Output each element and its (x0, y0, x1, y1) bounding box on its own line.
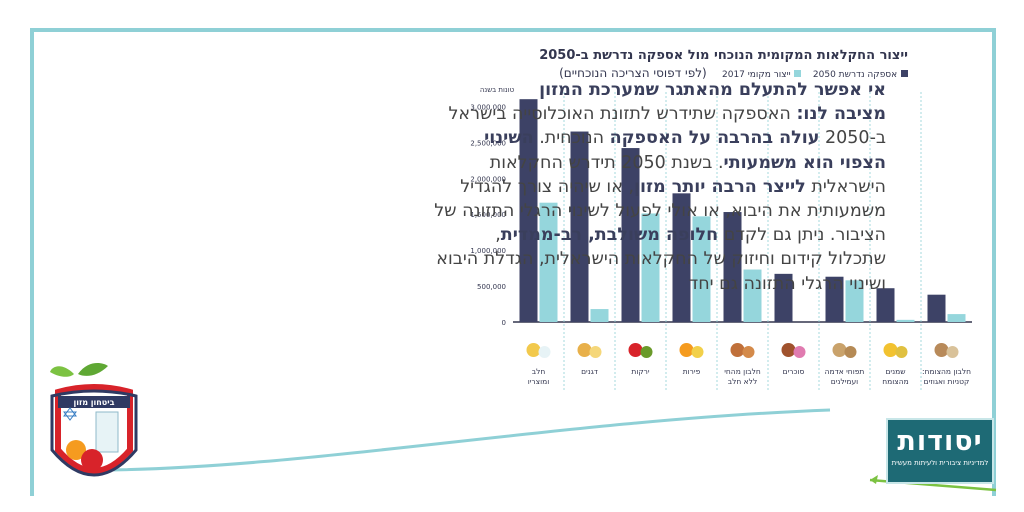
bar-2050 (621, 148, 640, 322)
potato-icon (832, 343, 857, 358)
yesodot-logo: יסודות למדיניות ציבורית ולעיתות מעשית (886, 418, 994, 484)
x-tick-label: תפוחי אדמה ועמילנים (825, 367, 865, 386)
paragraph-text-5: , שתכלול קידום וחיזוק של החקלאות הישראלי… (436, 225, 886, 294)
y-tick-label: 500,000 (477, 283, 506, 291)
bar-2017 (539, 202, 558, 322)
x-tick-label: סוכרים (783, 367, 805, 376)
legend-label-2017: ייצור מקומי 2017 (722, 70, 791, 80)
milk-cheese-icon (526, 343, 551, 358)
main-paragraph: אי אפשר להתעלם מהאתגר שמערכת המזון מציבה… (432, 78, 886, 296)
orange-icon (66, 440, 86, 460)
y-tick-label: 1,000,000 (470, 247, 506, 255)
y-tick-label: 2,000,000 (470, 175, 506, 183)
food-security-badge: ביטחון מזון (50, 363, 138, 477)
bar-2017 (743, 269, 762, 322)
legend-item-2017: ייצור מקומי 2017 (718, 66, 802, 80)
bar-2050 (774, 273, 793, 322)
y-tick-label: 0 (502, 319, 506, 327)
paragraph-text-1: האספקה שתידרש לתזונת האוכלוסייה בישראל ב… (448, 104, 886, 149)
chart-subtitle: (לפי דפוסי הצריכה הנוכחיים) (559, 66, 707, 80)
x-tick-label: חלב ומוצריו (528, 367, 550, 386)
badge-label: ביטחון מזון (74, 398, 115, 407)
bread-wheat-icon (577, 343, 602, 358)
paragraph-heading-2: מציבה לנו: (796, 104, 886, 125)
chart-subtitle-row: אספקה נדרשת 2050 ייצור מקומי 2017 (לפי ד… (520, 66, 908, 80)
y-tick-label: 3,000,000 (470, 103, 506, 111)
bar-2050 (825, 276, 844, 322)
bar-2050 (723, 212, 742, 322)
tomato-icon (81, 449, 103, 471)
logo-title: יסודות (897, 426, 983, 457)
bar-2017 (641, 213, 660, 322)
bar-2050 (927, 294, 946, 322)
badge-label-band (58, 396, 130, 408)
content-frame (30, 28, 996, 496)
bar-chart: טונות בשנה 3,000,000 2,500,000 2,000,000 1,5… (470, 86, 972, 392)
paragraph-text-2: הנוכחית. (533, 128, 610, 149)
bar-2050 (519, 99, 538, 322)
legend-swatch-2050 (901, 70, 908, 77)
legend-item-2050: אספקה נדרשת 2050 (809, 66, 908, 80)
legend-swatch-2017 (794, 70, 802, 77)
x-tick-label: חלבון מהצומח: קטניות ואגוזים (922, 367, 971, 386)
x-tick-label: פירות (683, 367, 701, 376)
legend-label-2050: אספקה נדרשת 2050 (812, 70, 898, 80)
oil-bottle-icon (883, 343, 908, 358)
x-tick-label: דגנים (581, 367, 598, 376)
bar-2017 (692, 216, 711, 322)
x-tick-label: שמנים מהצומח (882, 367, 908, 386)
x-tick-label: חלבון מהחי ללא חלב (724, 367, 761, 386)
bar-2017 (896, 319, 915, 322)
bar-2050 (570, 131, 589, 322)
bar-2050 (672, 193, 691, 322)
paragraph-text-4: , או שיהיה צורך להגדיל משמעותית את היבוא… (434, 176, 886, 246)
paragraph-bold-2: השינוי הצפוי הוא משמעותי (484, 128, 886, 173)
x-tick-label: ירקות (631, 367, 650, 376)
paragraph-bold-4: חלופה משולבת, רב-ממדית (500, 225, 719, 246)
y-tick-label: 1,500,000 (470, 211, 506, 219)
logo-subtitle: למדיניות ציבורית ולעיתות מעשית (891, 459, 989, 467)
tomato-avocado-icon (628, 343, 653, 358)
nuts-legumes-icon (934, 343, 959, 358)
paragraph-text-3: . בשנת 2050 תידרש החקלאות הישראלית (489, 152, 886, 197)
sweets-icon (781, 343, 806, 358)
bar-2017 (947, 314, 966, 322)
paragraph-heading: אי אפשר להתעלם מהאתגר שמערכת המזון (539, 80, 886, 100)
chart-title: ייצור החקלאות המקומית הנוכחי מול אספקה נ… (539, 48, 908, 63)
bar-2017 (845, 280, 864, 322)
chicken-icon (730, 343, 755, 358)
milk-carton-icon (95, 411, 119, 453)
paragraph-bold-1: עולה בהרבה על האספקה (609, 128, 820, 149)
paragraph-bold-3: לייצר הרבה יותר מזון (634, 176, 806, 197)
banana-orange-icon (679, 343, 704, 358)
y-axis-label: טונות בשנה (480, 86, 515, 94)
bar-2050 (876, 288, 895, 322)
bar-2017 (590, 309, 609, 322)
y-tick-label: 2,500,000 (470, 139, 506, 147)
